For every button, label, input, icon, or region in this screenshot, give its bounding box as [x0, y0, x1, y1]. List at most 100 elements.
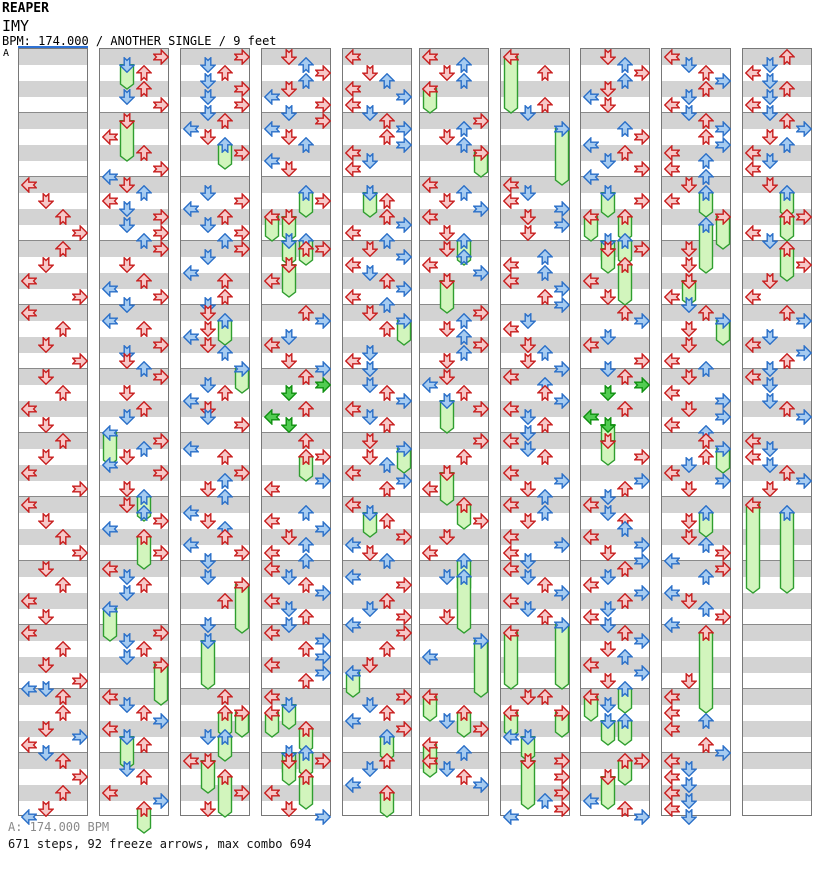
note-arrow-l	[263, 657, 280, 673]
note-arrow-u	[536, 65, 553, 81]
note-arrow-u	[536, 609, 553, 625]
note-arrow-d	[519, 601, 536, 617]
note-arrow-l	[502, 729, 519, 745]
note-arrow-u	[536, 97, 553, 113]
note-arrow-r	[71, 545, 88, 561]
note-arrow-l	[182, 537, 199, 553]
chart-column-4	[261, 48, 331, 825]
note-arrow-u	[378, 481, 395, 497]
note-arrow-l	[263, 337, 280, 353]
note-arrow-u	[135, 81, 152, 97]
app-title: REAPER	[2, 1, 49, 16]
note-arrow-l	[502, 193, 519, 209]
note-arrow-l	[502, 177, 519, 193]
note-arrow-l	[344, 289, 361, 305]
note-arrow-r	[553, 393, 570, 409]
note-arrow-d	[761, 329, 778, 345]
note-arrow-d	[37, 561, 54, 577]
note-arrow-d	[599, 385, 616, 401]
note-arrow-d	[37, 369, 54, 385]
note-arrow-l	[582, 689, 599, 705]
note-arrow-r	[553, 585, 570, 601]
note-arrow-r	[314, 377, 331, 393]
note-arrow-d	[680, 321, 697, 337]
note-arrow-u	[378, 233, 395, 249]
note-arrow-r	[553, 537, 570, 553]
note-arrow-l	[582, 409, 599, 425]
note-arrow-u	[297, 505, 314, 521]
note-arrow-r	[714, 473, 731, 489]
note-arrow-u	[697, 625, 714, 641]
note-arrow-d	[118, 761, 135, 777]
note-arrow-l	[344, 49, 361, 65]
note-arrow-d	[519, 105, 536, 121]
note-arrow-r	[152, 97, 169, 113]
note-arrow-u	[216, 313, 233, 329]
note-arrow-u	[216, 473, 233, 489]
freeze-body	[264, 712, 279, 738]
note-arrow-d	[680, 241, 697, 257]
note-arrow-d	[680, 369, 697, 385]
note-arrow-d	[118, 201, 135, 217]
note-arrow-l	[344, 145, 361, 161]
note-arrow-d	[37, 657, 54, 673]
note-arrow-r	[233, 705, 250, 721]
note-arrow-l	[582, 209, 599, 225]
note-arrow-d	[199, 513, 216, 529]
note-arrow-u	[697, 569, 714, 585]
note-arrow-d	[599, 329, 616, 345]
note-arrow-l	[344, 777, 361, 793]
note-arrow-d	[438, 609, 455, 625]
note-arrow-l	[744, 161, 761, 177]
note-arrow-l	[344, 497, 361, 513]
note-arrow-d	[361, 409, 378, 425]
note-arrow-d	[680, 105, 697, 121]
note-arrow-l	[502, 529, 519, 545]
note-arrow-r	[152, 161, 169, 177]
freeze-body	[153, 664, 168, 706]
note-arrow-l	[663, 49, 680, 65]
note-arrow-u	[297, 745, 314, 761]
note-arrow-r	[152, 289, 169, 305]
note-arrow-d	[280, 601, 297, 617]
note-arrow-l	[744, 97, 761, 113]
note-arrow-d	[199, 377, 216, 393]
note-arrow-u	[297, 641, 314, 657]
note-arrow-u	[135, 321, 152, 337]
note-arrow-r	[152, 625, 169, 641]
note-arrow-r	[633, 753, 650, 769]
note-arrow-d	[519, 353, 536, 369]
note-arrow-l	[182, 329, 199, 345]
freeze-body	[234, 712, 249, 738]
note-arrow-d	[761, 273, 778, 289]
note-arrow-l	[744, 289, 761, 305]
note-arrow-l	[421, 737, 438, 753]
note-arrow-r	[395, 441, 412, 457]
note-arrow-u	[778, 185, 795, 201]
note-arrow-u	[616, 401, 633, 417]
note-arrow-r	[152, 241, 169, 257]
note-arrow-d	[438, 465, 455, 481]
freeze-body	[600, 720, 615, 746]
note-arrow-u	[616, 73, 633, 89]
note-arrow-l	[344, 569, 361, 585]
note-arrow-r	[472, 305, 489, 321]
note-arrow-u	[216, 449, 233, 465]
note-arrow-r	[314, 809, 331, 825]
note-arrow-r	[714, 409, 731, 425]
note-arrow-r	[314, 753, 331, 769]
freeze-body	[503, 632, 518, 690]
note-arrow-l	[344, 713, 361, 729]
freeze-body	[119, 64, 134, 90]
note-arrow-d	[280, 209, 297, 225]
note-arrow-l	[101, 281, 118, 297]
note-arrow-d	[199, 753, 216, 769]
note-arrow-u	[297, 721, 314, 737]
note-arrow-u	[536, 689, 553, 705]
note-arrow-u	[778, 465, 795, 481]
note-arrow-d	[438, 761, 455, 777]
note-arrow-d	[118, 697, 135, 713]
note-arrow-u	[455, 185, 472, 201]
note-arrow-r	[152, 513, 169, 529]
freeze-body	[264, 216, 279, 242]
